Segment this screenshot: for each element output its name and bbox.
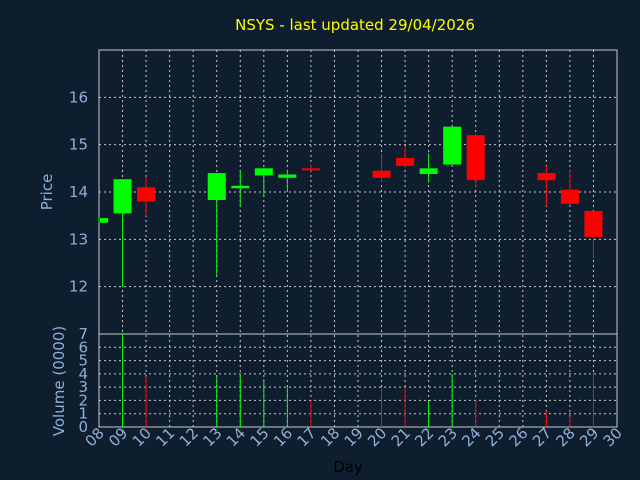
x-tick-label: 21 [388, 424, 414, 450]
x-tick-label: 23 [435, 424, 461, 450]
price-tick-label: 14 [69, 183, 88, 201]
candle-body [113, 179, 132, 214]
candle-body [396, 157, 415, 166]
price-axis-label: Price [38, 174, 56, 211]
candles [98, 126, 603, 287]
x-tick-label: 09 [105, 424, 131, 450]
volume-tick-label: 5 [78, 352, 88, 370]
x-tick-label: 28 [553, 424, 579, 450]
x-tick-label: 17 [294, 424, 320, 450]
x-tick-label: 13 [199, 424, 225, 450]
x-tick-label: 29 [576, 424, 602, 450]
candle-body [537, 173, 556, 181]
volume-tick-label: 2 [78, 391, 88, 409]
x-tick-label: 27 [529, 424, 555, 450]
volume-bars [122, 334, 594, 427]
x-tick-label: 24 [458, 424, 484, 450]
x-grid [122, 50, 594, 427]
candle-body [443, 126, 462, 165]
candle-body [100, 218, 108, 223]
chart-title: NSYS - last updated 29/04/2026 [235, 16, 475, 34]
x-tick-label: 20 [364, 424, 390, 450]
x-tick-label: 30 [600, 424, 626, 450]
candle-body [419, 168, 438, 175]
candle-body [137, 187, 156, 202]
x-axis-label: Day [333, 458, 363, 476]
x-tick-label: 16 [270, 424, 296, 450]
volume-tick-label: 3 [78, 378, 88, 396]
candle-body [584, 210, 603, 237]
candle-body [372, 170, 391, 178]
candle-body [466, 135, 485, 181]
price-tick-label: 15 [69, 136, 88, 154]
volume-tick-label: 1 [78, 405, 88, 423]
candle-body [278, 174, 297, 178]
x-tick-label: 10 [129, 424, 155, 450]
x-tick-label: 12 [176, 424, 202, 450]
x-tick-label: 22 [411, 424, 437, 450]
volume-tick-label: 7 [78, 325, 88, 343]
volume-plot-frame [98, 333, 618, 428]
x-tick-label: 26 [505, 424, 531, 450]
candle-body [301, 168, 320, 171]
volume-tick-label: 0 [78, 418, 88, 436]
candle-body [231, 185, 250, 189]
candle-body [254, 168, 273, 176]
volume-grid [99, 346, 617, 415]
x-tick-label: 11 [152, 424, 178, 450]
x-tick-label: 25 [482, 424, 508, 450]
price-tick-label: 12 [69, 278, 88, 296]
price-tick-label: 16 [69, 88, 88, 106]
volume-tick-label: 4 [78, 365, 88, 383]
candle-body [207, 173, 226, 201]
x-tick-label: 14 [223, 424, 249, 450]
x-tick-label: 19 [341, 424, 367, 450]
candle-body [560, 189, 579, 204]
price-tick-labels: 12 13 14 15 16 [69, 88, 88, 295]
volume-axis-label: Volume (0000) [50, 326, 68, 436]
price-grid [99, 96, 617, 288]
price-tick-label: 13 [69, 230, 88, 248]
volume-tick-label: 6 [78, 338, 88, 356]
x-tick-labels: 0809101112131415161718192021222324252627… [82, 424, 626, 450]
x-tick-label: 15 [246, 424, 272, 450]
x-tick-label: 18 [317, 424, 343, 450]
